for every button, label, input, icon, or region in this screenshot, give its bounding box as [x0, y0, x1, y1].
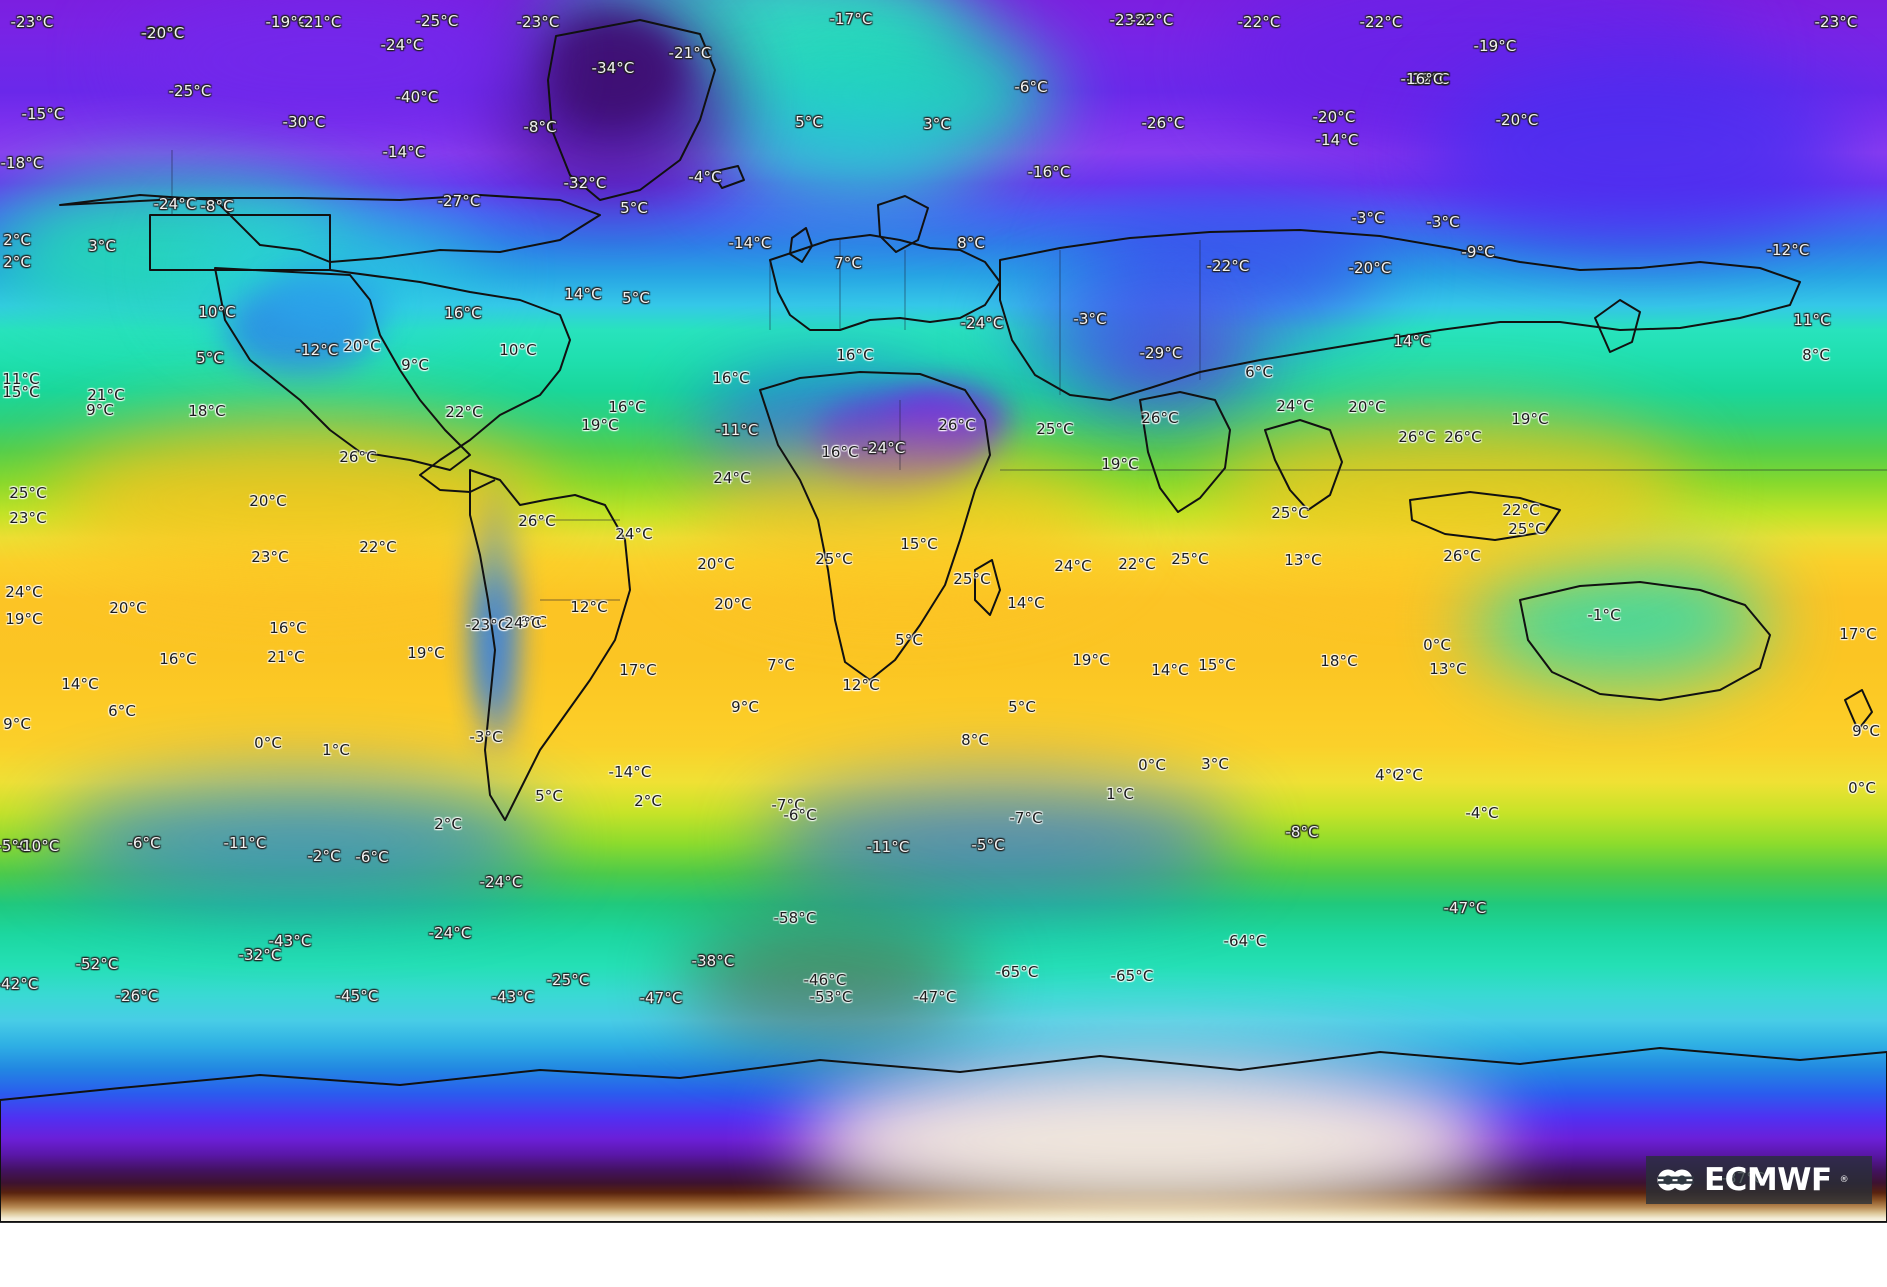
coastline-path: [999, 229, 1801, 401]
global-temperature-map[interactable]: -23°C -20°C -19°C -21°C -25°C -23°C -17°C -23°C…: [0, 0, 1887, 1222]
coastline-path: [329, 269, 571, 493]
coastline-path: [0, 1047, 1887, 1222]
coastline-path: [1409, 491, 1561, 541]
coastline-path: [1139, 391, 1231, 513]
coastline-path: [1264, 419, 1343, 511]
ecmwf-trademark: ®: [1839, 1175, 1849, 1185]
coastline-path: [59, 194, 601, 263]
coastline-path: [149, 214, 331, 271]
coastline-path: [974, 559, 1001, 616]
ecmwf-wordmark: ECMWF: [1704, 1161, 1832, 1198]
coastline-path: [1519, 581, 1771, 701]
coastline-path: [789, 227, 813, 263]
coastline-path: [547, 19, 716, 201]
ecmwf-logo: ECMWF ®: [1646, 1156, 1872, 1204]
coastline-path: [877, 195, 929, 253]
ecmwf-mark-icon: [1657, 1169, 1694, 1191]
coastline-path: [1844, 689, 1873, 731]
coastline-path: [711, 165, 745, 189]
coastline-path: [759, 371, 991, 681]
coastline-path: [469, 469, 631, 821]
coastline-path: [769, 234, 1001, 331]
coastline-path: [1594, 299, 1641, 353]
coastline-overlay: [0, 19, 1887, 1222]
footer-bar: -65.40 °C: [0, 1222, 1887, 1287]
coastline-path: [214, 267, 471, 471]
